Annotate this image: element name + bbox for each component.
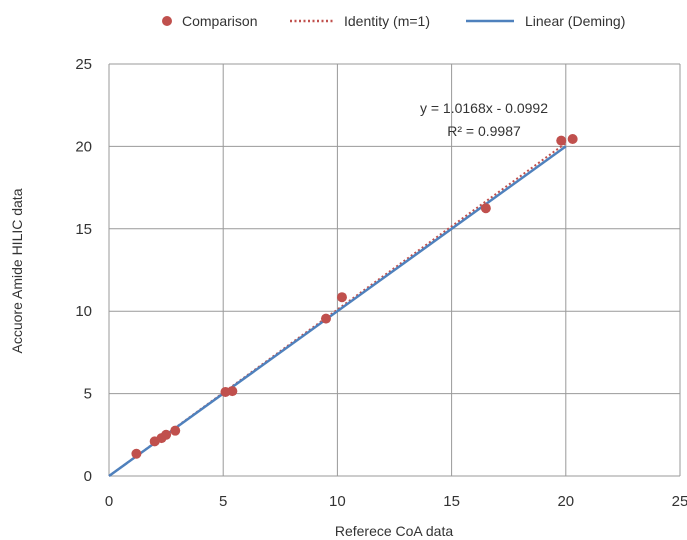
y-tick-label: 15 [75, 221, 92, 238]
x-axis-title: Referece CoA data [335, 523, 454, 539]
y-tick-label: 0 [84, 468, 92, 485]
legend-marker-comparison [162, 16, 172, 26]
data-point [480, 203, 491, 214]
x-tick-label: 15 [443, 493, 460, 510]
x-tick-label: 0 [105, 493, 113, 510]
data-point [556, 135, 567, 146]
legend-label-comparison: Comparison [182, 13, 257, 29]
grid [108, 63, 681, 477]
regression-equation: y = 1.0168x - 0.0992 [420, 100, 548, 116]
data-point [336, 292, 347, 303]
x-tick-label: 5 [219, 493, 227, 510]
y-tick-label: 20 [75, 138, 92, 155]
data-point [227, 386, 238, 397]
y-tick-label: 5 [84, 386, 92, 403]
plot-series [108, 133, 578, 478]
y-tick-label: 10 [75, 303, 92, 320]
y-axis-title: Accuore Amide HILIC data [9, 188, 25, 353]
x-tick-labels: 0 5 10 15 20 25 [105, 493, 687, 510]
x-tick-label: 20 [557, 493, 574, 510]
x-tick-label: 10 [329, 493, 346, 510]
data-point [320, 313, 331, 324]
r-squared-label: R² = 0.9987 [447, 123, 521, 139]
data-point [170, 425, 181, 436]
deming-regression-line [108, 145, 567, 478]
legend-label-deming: Linear (Deming) [525, 13, 625, 29]
x-tick-label: 25 [672, 493, 687, 510]
y-tick-labels: 0 5 10 15 20 25 [75, 56, 92, 485]
legend-label-identity: Identity (m=1) [344, 13, 430, 29]
y-tick-label: 25 [75, 56, 92, 73]
data-point [161, 429, 172, 440]
legend: Comparison Identity (m=1) Linear (Deming… [162, 13, 625, 29]
data-point [567, 133, 578, 144]
data-point [131, 448, 142, 459]
